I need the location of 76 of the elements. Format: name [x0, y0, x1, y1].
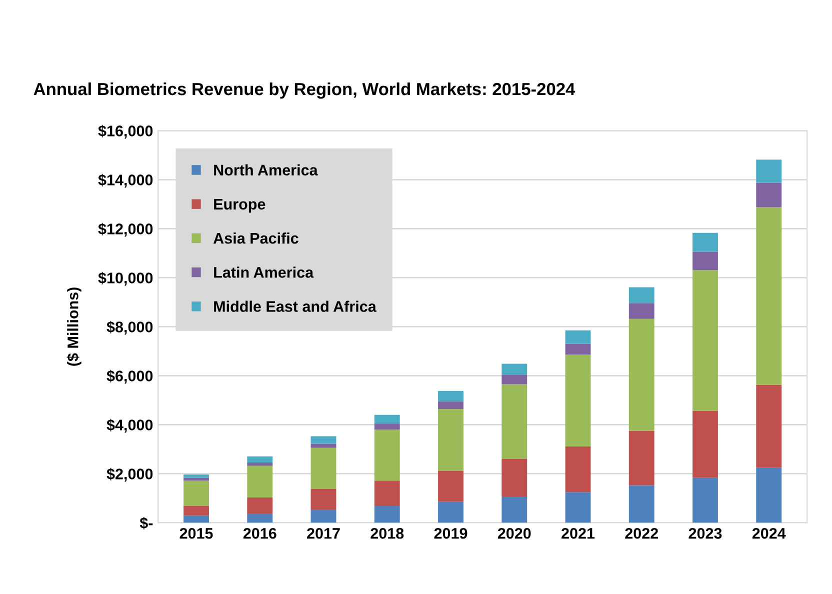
bar: [438, 409, 464, 472]
x-tick-label: 2021: [562, 528, 595, 539]
bar: [565, 492, 591, 523]
bar: [374, 414, 400, 424]
bar: [692, 270, 718, 411]
bar: [502, 496, 528, 523]
legend-label: North America: [214, 164, 318, 176]
bar: [247, 497, 273, 514]
bar: [438, 502, 464, 523]
bar: [374, 430, 400, 481]
bar: [184, 506, 209, 516]
bar: [184, 480, 209, 506]
y-tick-label: $16,000: [98, 124, 153, 139]
y-tick-label: $10,000: [98, 272, 153, 286]
bar: [438, 401, 464, 410]
y-tick-label: $8,000: [106, 320, 153, 335]
chart-title: Annual Biometrics Revenue by Region, World Markets: 2015-2024: [34, 82, 576, 99]
bar: [310, 436, 336, 444]
x-tick-label: 2024: [752, 528, 786, 539]
x-tick-label: 2016: [243, 528, 276, 539]
bar: [628, 485, 654, 523]
y-tick-label: $-: [140, 516, 153, 530]
bar: [438, 391, 464, 402]
x-tick-label: 2023: [688, 528, 722, 539]
bar: [565, 344, 591, 355]
bar: [184, 478, 209, 481]
bar: [374, 506, 400, 523]
bar: [756, 207, 782, 385]
y-tick-label: $2,000: [106, 468, 153, 482]
legend-label: Middle East and Africa: [214, 300, 376, 312]
bar: [247, 514, 273, 523]
y-tick-label: $6,000: [106, 370, 153, 384]
bar: [502, 374, 528, 384]
bar: [502, 364, 528, 375]
bar: [502, 459, 528, 496]
legend-label: Asia Pacific: [213, 232, 298, 244]
y-tick-label: $12,000: [98, 222, 153, 237]
bar: [310, 509, 336, 523]
bar: [692, 410, 718, 478]
bar: [247, 466, 273, 498]
legend-label: Europe: [214, 198, 266, 213]
bar: [247, 462, 273, 466]
bar: [438, 471, 464, 502]
bar: [184, 515, 209, 523]
legend-label: Latin America: [214, 266, 314, 278]
bar: [756, 384, 782, 468]
bar: [756, 182, 782, 208]
x-tick-label: 2018: [370, 528, 404, 539]
bar: [502, 384, 528, 460]
bar: [756, 160, 782, 183]
bar: [565, 354, 591, 447]
bar: [310, 444, 336, 448]
bar: [184, 474, 209, 478]
y-axis-title: ($ Millions): [66, 288, 82, 366]
x-tick-label: 2019: [434, 528, 468, 539]
bar: [310, 448, 336, 490]
x-tick-label: 2017: [307, 528, 340, 539]
bar: [628, 430, 654, 486]
bar: [628, 303, 654, 319]
bar: [756, 468, 782, 523]
bar: [310, 489, 336, 510]
bar: [247, 456, 273, 462]
bar: [565, 330, 591, 344]
bar: [692, 252, 718, 270]
x-tick-label: 2015: [180, 528, 213, 539]
bar: [628, 318, 654, 431]
x-tick-label: 2022: [625, 528, 658, 539]
bar: [692, 478, 718, 523]
bar: [628, 287, 654, 304]
y-tick-label: $14,000: [98, 174, 153, 188]
y-tick-label: $4,000: [106, 418, 153, 433]
bar: [374, 480, 400, 506]
bar: [692, 232, 718, 252]
bar: [374, 423, 400, 430]
bar: [565, 446, 591, 492]
x-tick-label: 2020: [498, 528, 531, 539]
